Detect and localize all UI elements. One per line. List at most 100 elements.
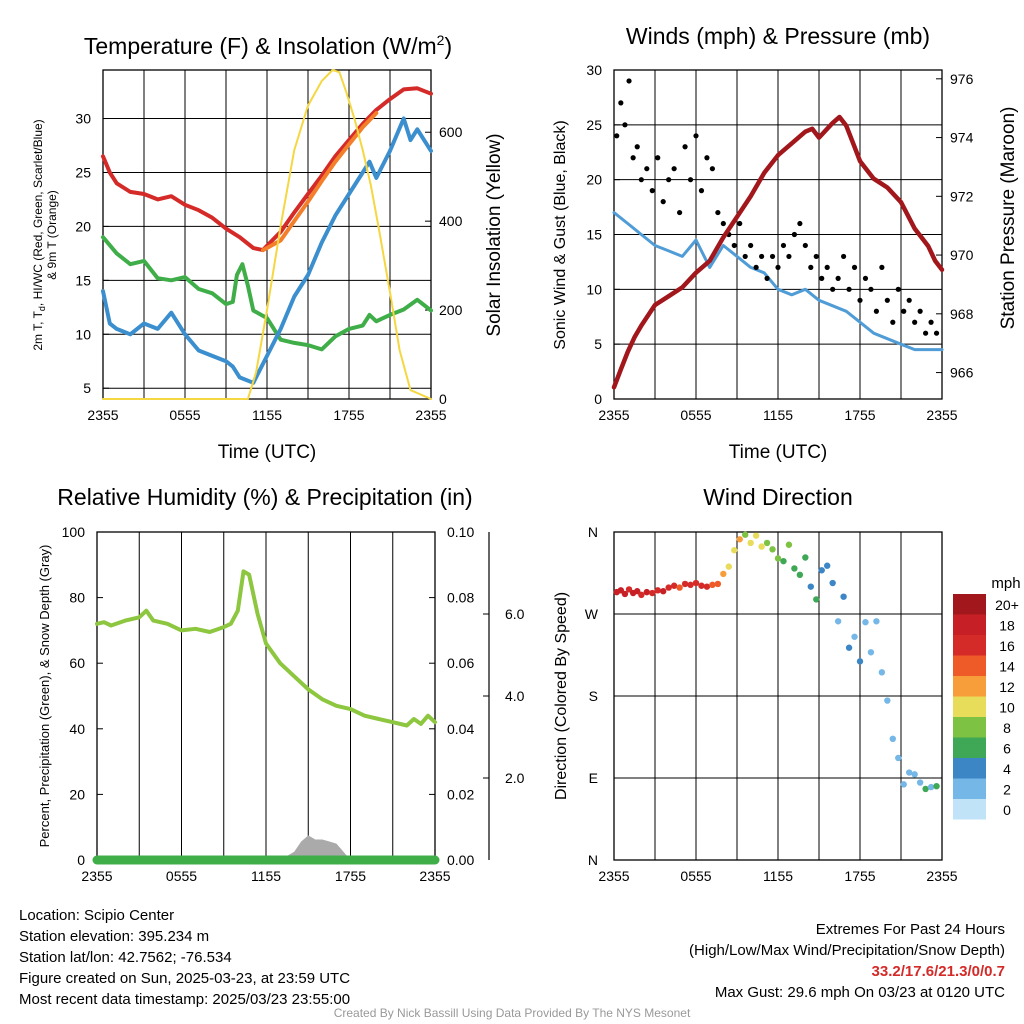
gust-point <box>742 253 748 260</box>
y-tick-label: 20 <box>69 786 85 802</box>
y-tick-label: 40 <box>69 721 85 737</box>
gust-point <box>731 242 737 249</box>
gust-point <box>791 231 798 238</box>
direction-title: Wind Direction <box>703 484 853 510</box>
extremes-info: Extremes For Past 24 Hours (High/Low/Max… <box>689 919 1005 1003</box>
gust-point <box>759 253 765 260</box>
direction-point <box>834 618 842 625</box>
gust-point <box>748 242 754 249</box>
direction-point <box>769 546 776 553</box>
direction-point <box>703 583 711 590</box>
temperature-ylabel-left-2: & 9m T (Orange) <box>45 190 59 280</box>
x-tick-label: 0555 <box>166 868 197 884</box>
gust-point <box>764 275 770 281</box>
legend-label: 14 <box>999 659 1015 675</box>
series-line-relative-humidity <box>95 569 437 728</box>
y-tick-label: 60 <box>69 655 85 671</box>
series-line-insolation <box>102 69 432 400</box>
winds-panel: Winds (mph) & Pressure (mb) Sonic Wind &… <box>552 23 1019 463</box>
gust-point <box>644 166 650 172</box>
direction-ylabel-left: Direction (Colored By Speed) <box>553 592 570 800</box>
temperature-ylabel-left-1: 2m T, Td, HI/WC (Red, Green, Scarlet/Blu… <box>31 119 47 350</box>
credit-footer: Created By Nick Bassill Using Data Provi… <box>333 1006 691 1020</box>
direction-point <box>873 618 880 625</box>
series-line-pressure <box>611 114 945 390</box>
legend-swatch <box>953 778 986 799</box>
gust-point <box>824 264 830 270</box>
direction-point <box>736 536 743 543</box>
pressure-axis-tick-label: 970 <box>950 247 974 263</box>
pressure-axis-tick-label: 974 <box>950 130 974 146</box>
legend-swatch <box>953 758 986 779</box>
direction-point <box>654 587 661 594</box>
y-tick-label: 25 <box>586 117 602 133</box>
winds-title: Winds (mph) & Pressure (mb) <box>626 23 930 49</box>
y-tick-label: 0 <box>594 391 602 407</box>
x-tick-label: 1755 <box>844 407 875 423</box>
direction-point <box>911 771 918 778</box>
gust-point <box>618 100 624 106</box>
direction-point <box>889 735 896 743</box>
direction-point <box>906 769 913 776</box>
latlon-text: Station lat/lon: 42.7562; -76.534 <box>19 949 232 966</box>
direction-point <box>845 644 853 651</box>
pressure-axis-tick-label: 968 <box>950 306 974 322</box>
legend-label: 12 <box>999 679 1015 695</box>
gust-point <box>614 133 620 139</box>
winds-ylabel-left: Sonic Wind & Gust (Blue, Black) <box>552 120 569 349</box>
precip-axis-tick-label: 0.04 <box>447 721 474 737</box>
gust-point <box>835 275 841 281</box>
gust-point <box>753 264 759 270</box>
gust-point <box>666 177 672 183</box>
snow-axis-tick-label: 2.0 <box>505 770 525 786</box>
legend-swatch <box>953 737 986 758</box>
direction-point <box>752 532 760 539</box>
direction-point <box>856 658 864 665</box>
x-tick-label: 2355 <box>81 868 112 884</box>
extremes-title: Extremes For Past 24 Hours <box>815 921 1005 938</box>
precip-axis-tick-label: 0.10 <box>447 524 474 540</box>
humidity-ylabel-left: Percent, Precipitation (Green), & Snow D… <box>37 545 52 848</box>
x-tick-label: 2355 <box>926 407 957 423</box>
temperature-ylabel-right: Solar Insolation (Yellow) <box>484 133 505 336</box>
series-line-td <box>101 235 433 352</box>
pressure-axis-tick-label: 976 <box>950 71 974 87</box>
direction-point <box>927 783 935 791</box>
direction-point <box>818 567 825 574</box>
gust-point <box>720 220 726 227</box>
humidity-plot: 2355 0555 1155 1755 23550204060801000.000.02… <box>62 524 525 884</box>
gust-point <box>928 319 934 325</box>
direction-point <box>747 539 754 547</box>
pressure-axis-tick-label: 966 <box>950 365 974 381</box>
direction-point <box>785 541 793 548</box>
gust-point <box>879 264 885 270</box>
legend-swatch <box>953 799 986 820</box>
x-tick-label: 1155 <box>763 868 793 884</box>
legend-swatch <box>953 655 986 676</box>
gust-point <box>649 188 655 194</box>
gust-point <box>862 275 869 281</box>
insolation-axis-tick-label: 0 <box>439 391 447 407</box>
x-tick-label: 1155 <box>252 407 282 423</box>
direction-point <box>725 563 732 570</box>
gust-point <box>884 297 890 303</box>
gust-point <box>873 308 880 314</box>
gust-point <box>868 286 874 292</box>
gust-point <box>698 188 705 194</box>
gust-point <box>890 319 896 325</box>
snow-axis-tick-label: 4.0 <box>505 688 525 704</box>
y-tick-label: N <box>588 524 598 540</box>
gust-point <box>737 220 743 227</box>
direction-point <box>840 593 847 600</box>
direction-point <box>862 619 869 626</box>
direction-point <box>742 531 749 538</box>
gust-point <box>851 264 858 270</box>
x-tick-label: 0555 <box>680 868 711 884</box>
insolation-axis-tick-label: 400 <box>439 213 463 229</box>
legend-label: 8 <box>1003 720 1011 736</box>
legend-swatch <box>953 696 986 717</box>
direction-point <box>720 570 727 578</box>
y-tick-label: 15 <box>75 272 91 288</box>
series-line-sonic-wind <box>612 211 944 352</box>
temperature-panel: Temperature (F) & Insolation (W/m2) 2m T… <box>31 32 505 463</box>
